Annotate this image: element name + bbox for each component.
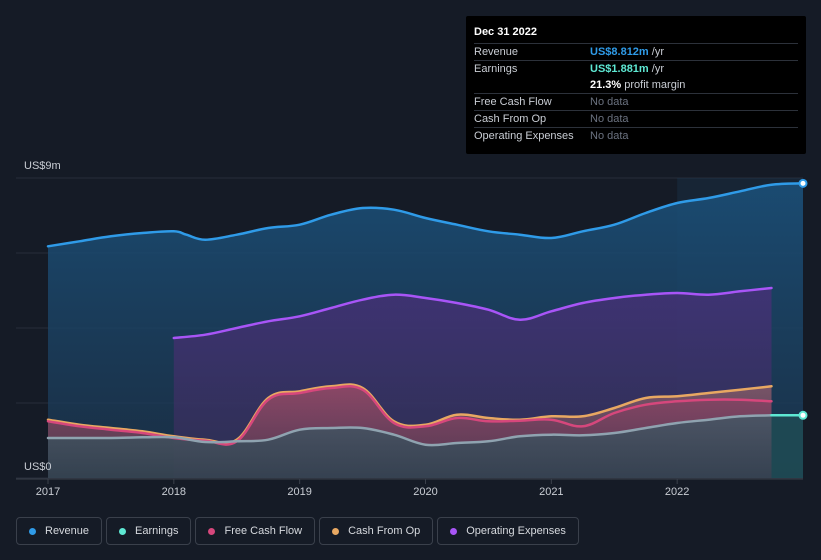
tooltip-row-amount: US$8.812m [590,46,649,58]
legend-item-cash-from-op[interactable]: Cash From Op [319,517,434,545]
earnings-area [48,415,772,478]
earnings-area [771,415,803,478]
tooltip-row-value: US$8.812m /yr [590,44,664,60]
legend-item-earnings[interactable]: Earnings [106,517,192,545]
y-tick-label-min: US$0 [24,461,52,473]
x-tick-label: 2020 [413,486,437,498]
tooltip-row-label: Revenue [474,46,519,58]
tooltip-rows: Revenue US$8.812m /yr Earnings US$1.881m /y… [474,43,798,144]
tooltip-row: Earnings US$1.881m /yr [474,60,798,77]
tooltip-row-value: US$1.881m /yr [590,61,664,77]
legend-label: Earnings [135,525,179,537]
tooltip-row-suffix: profit margin [621,79,686,91]
tooltip-row-value: No data [590,128,629,144]
chart-legend: Revenue Earnings Free Cash Flow Cash From O… [16,517,579,547]
tooltip-row-value: 21.3% profit margin [590,77,685,93]
tooltip-row-value: No data [590,94,629,110]
tooltip-row: Revenue US$8.812m /yr [474,43,798,60]
legend-label: Operating Expenses [466,525,566,537]
revenue-end-marker [798,178,808,188]
x-tick-label: 2019 [287,486,311,498]
legend-label: Revenue [45,525,90,537]
tooltip-row-label: Earnings [474,63,518,75]
operating-expenses-line [172,286,773,340]
legend-dot-icon [119,527,127,535]
legend-label: Free Cash Flow [224,525,303,537]
series-end-markers [798,178,808,420]
axes: 2017 2018 2019 2020 2021 2022 US$9m US$0 [16,160,803,498]
legend-dot-icon [450,527,458,535]
legend-item-free-cash-flow[interactable]: Free Cash Flow [195,517,316,545]
revenue-line [46,182,805,248]
tooltip-row-label: Cash From Op [474,113,547,125]
legend-item-revenue[interactable]: Revenue [16,517,103,545]
tooltip-date: Dec 31 2022 [474,26,537,38]
legend-dot-icon [29,527,36,535]
tooltip-row-amount: No data [590,130,629,142]
legend-dot-icon [208,527,216,535]
tooltip-row-amount: No data [590,96,629,108]
tooltip-row-amount: US$1.881m [590,63,649,75]
earnings-line [46,414,773,447]
series-lines [46,182,805,447]
tooltip-row-suffix: /yr [648,63,664,75]
x-tick-label: 2017 [36,486,60,498]
series-areas [48,183,803,479]
tooltip-row-label: Operating Expenses [474,130,574,142]
legend-label: Cash From Op [348,525,421,537]
x-tick-label: 2018 [162,486,186,498]
legend-item-operating-expenses[interactable]: Operating Expenses [437,517,579,545]
earnings-end-marker [798,410,808,420]
tooltip-row: 21.3% profit margin [474,77,798,93]
tooltip-row-value: No data [590,111,629,127]
tooltip-row-suffix: /yr [648,46,664,58]
tooltip-row: Operating Expenses No data [474,127,798,144]
tooltip-row: Cash From Op No data [474,110,798,127]
tooltip-row-label [474,77,590,93]
y-tick-label-max: US$9m [24,160,61,172]
x-tick-label: 2022 [665,486,689,498]
tooltip-row-amount: 21.3% [590,79,622,91]
tooltip-row-label: Free Cash Flow [474,96,552,108]
legend-dot-icon [332,527,340,535]
x-tick-label: 2021 [539,486,563,498]
hover-tooltip: Dec 31 2022 Revenue US$8.812m /yr Earnings… [466,16,806,154]
tooltip-row-amount: No data [590,113,629,125]
tooltip-row: Free Cash Flow No data [474,93,798,110]
